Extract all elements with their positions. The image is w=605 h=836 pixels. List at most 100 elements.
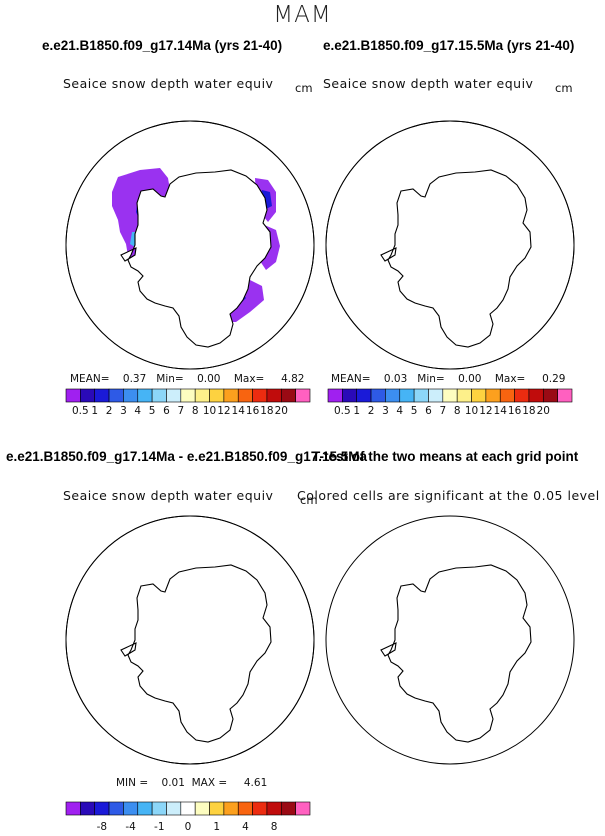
colorbar-tick-label: 14: [494, 405, 508, 417]
colorbar-swatch: [137, 801, 153, 816]
colorbar-tick-label: 20: [275, 405, 288, 417]
colorbar-swatch: [108, 388, 124, 403]
map-panel-bottom-left: [65, 515, 315, 765]
colorbar-tick-label: 0.5: [72, 405, 89, 417]
colorbar-tick-label: 0.5: [334, 405, 351, 417]
colorbar-tick-label: 8: [271, 821, 278, 833]
colorbar-top-left: 0.5 1 2 3 4 5 6 7 8 10 12 14 16 18 20: [65, 388, 311, 417]
colorbar-swatch: [356, 388, 372, 403]
colorbar-swatch: [528, 388, 544, 403]
stat-max-label: Max=: [233, 373, 265, 385]
season-title: MAM: [273, 2, 332, 28]
colorbar-tick-label: 5: [149, 405, 156, 417]
bottom-left-title: e.e21.B1850.f09_g17.14Ma - e.e21.B1850.f…: [6, 449, 367, 464]
stat-min-label: Min=: [156, 373, 184, 385]
colorbar-swatch: [151, 388, 167, 403]
colorbar-tick-label: 14: [232, 405, 246, 417]
stat-min-value: 0.01: [161, 777, 185, 789]
colorbar-swatch: [209, 801, 225, 816]
colorbar-swatch: [295, 801, 311, 816]
colorbar-tick-label: 4: [134, 405, 141, 417]
colorbar-tick-label: 20: [537, 405, 550, 417]
colorbar-swatch: [108, 801, 124, 816]
colorbar-swatch: [442, 388, 458, 403]
colorbar-tick-label: 18: [522, 405, 535, 417]
colorbar-swatch: [94, 388, 110, 403]
colorbar-tick-label: 4: [242, 821, 249, 833]
colorbar-swatch: [514, 388, 530, 403]
stat-max-value: 4.82: [281, 373, 305, 385]
bottom-right-title: T-test of the two means at each grid poi…: [312, 449, 579, 464]
stat-mean-value: 0.03: [383, 373, 408, 385]
colorbar-tick-label: -8: [97, 821, 107, 833]
colorbar-tick-label: 12: [217, 405, 230, 417]
colorbar-swatch: [413, 388, 429, 403]
bottom-left-unit: cm: [300, 493, 318, 507]
colorbar-swatch: [280, 801, 296, 816]
colorbar-tick-label: 5: [411, 405, 418, 417]
colorbar-swatch: [151, 801, 167, 816]
stat-max-label: Max=: [494, 373, 526, 385]
map-panel-top-left: [65, 120, 315, 370]
colorbar-swatch: [80, 388, 96, 403]
colorbar-swatch: [252, 388, 268, 403]
colorbar-swatch: [237, 801, 253, 816]
colorbar-tick-label: 6: [163, 405, 170, 417]
colorbar-swatch: [180, 388, 196, 403]
colorbar-swatch: [295, 388, 311, 403]
colorbar-swatch: [65, 801, 81, 816]
colorbar-tick-label: -1: [154, 821, 164, 833]
colorbar-swatch: [194, 388, 210, 403]
colorbar-tick-label: 18: [260, 405, 273, 417]
map-panel-top-right: [325, 120, 575, 370]
stat-min-value: 0.00: [197, 373, 221, 385]
colorbar-tick-label: 3: [120, 405, 127, 417]
colorbar-swatch: [94, 801, 110, 816]
stat-max-value: 0.29: [542, 373, 566, 385]
colorbar-swatch: [223, 388, 239, 403]
stat-min-label: MIN =: [116, 777, 149, 789]
colorbar-top-right: 0.5 1 2 3 4 5 6 7 8 10 12 14 16 18 20: [327, 388, 573, 417]
colorbar-swatch: [237, 388, 253, 403]
colorbar-swatch: [266, 801, 282, 816]
colorbar-tick-label: 10: [203, 405, 216, 417]
colorbar-swatch: [209, 388, 225, 403]
colorbar-tick-label: 3: [382, 405, 389, 417]
colorbar-tick-label: 16: [508, 405, 522, 417]
stat-mean-label: MEAN=: [331, 373, 371, 385]
colorbar-tick-label: 10: [465, 405, 478, 417]
colorbar-tick-label: -4: [125, 821, 136, 833]
stat-max-label: MAX =: [191, 777, 228, 789]
colorbar-swatch: [194, 801, 210, 816]
colorbar-swatch: [542, 388, 558, 403]
colorbar-bottom-left: -8 -4 -1 0 1 4 8: [65, 801, 311, 833]
top-right-stats: MEAN= 0.03 Min= 0.00 Max= 0.29: [331, 373, 565, 385]
colorbar-swatch: [471, 388, 487, 403]
colorbar-swatch: [385, 388, 401, 403]
colorbar-tick-label: 0: [185, 821, 192, 833]
stat-mean-label: MEAN=: [70, 373, 110, 385]
bottom-left-stats: MIN = 0.01 MAX = 4.61: [116, 777, 267, 789]
bottom-right-subtitle: Colored cells are significant at the 0.0…: [297, 488, 600, 503]
colorbar-swatch: [370, 388, 386, 403]
colorbar-tick-label: 7: [439, 405, 446, 417]
stat-min-value: 0.00: [458, 373, 482, 385]
colorbar-tick-label: 1: [91, 405, 98, 417]
colorbar-tick-label: 4: [396, 405, 403, 417]
colorbar-swatch: [280, 388, 296, 403]
top-left-subtitle: Seaice snow depth water equiv: [63, 76, 274, 91]
colorbar-swatch: [123, 388, 139, 403]
colorbar-swatch: [166, 388, 182, 403]
stat-min-label: Min=: [417, 373, 445, 385]
colorbar-swatch: [80, 801, 96, 816]
colorbar-swatch: [252, 801, 268, 816]
colorbar-swatch: [65, 388, 81, 403]
colorbar-tick-label: 1: [353, 405, 360, 417]
colorbar-tick-label: 2: [368, 405, 375, 417]
colorbar-swatch: [485, 388, 501, 403]
colorbar-swatch: [223, 801, 239, 816]
top-left-title: e.e21.B1850.f09_g17.14Ma (yrs 21-40): [42, 38, 283, 53]
top-right-unit: cm: [555, 81, 573, 95]
colorbar-tick-label: 7: [177, 405, 184, 417]
